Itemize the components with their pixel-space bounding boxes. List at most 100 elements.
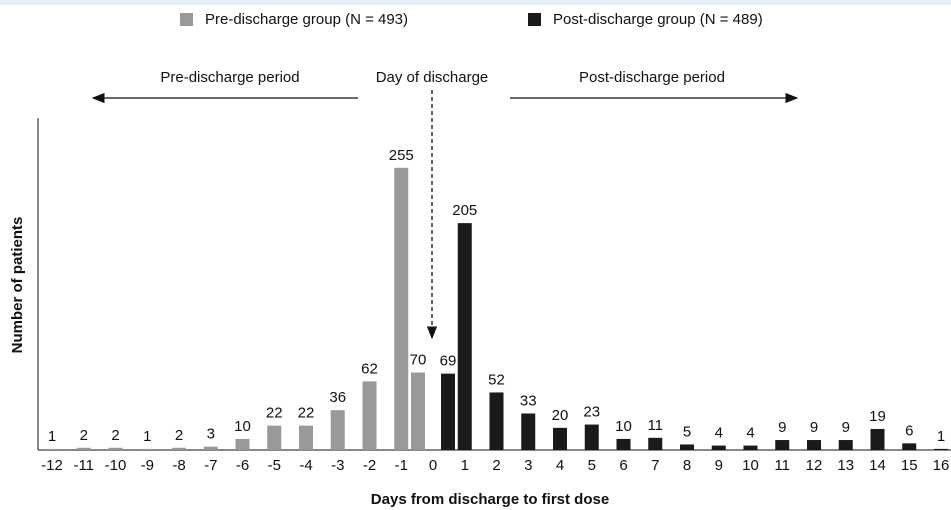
value-label: 6 — [905, 422, 913, 439]
value-label: 62 — [361, 360, 378, 377]
bar — [743, 445, 758, 450]
x-tick-label: 3 — [524, 457, 532, 474]
value-label: 69 — [440, 353, 457, 370]
bar — [775, 440, 790, 450]
x-tick-label: 5 — [588, 457, 596, 474]
value-label: 22 — [298, 405, 315, 422]
value-label: 9 — [778, 419, 786, 436]
bar — [441, 373, 455, 450]
bar — [680, 444, 694, 450]
x-tick-label: -8 — [172, 457, 185, 474]
x-tick-label: -9 — [141, 457, 154, 474]
value-label: 20 — [552, 407, 569, 424]
value-label: 1 — [143, 428, 151, 445]
bar — [553, 427, 567, 450]
x-axis-title: Days from discharge to first dose — [371, 491, 609, 508]
x-tick-label: 16 — [933, 457, 950, 474]
bar — [934, 448, 948, 450]
bar — [267, 425, 282, 450]
bar — [521, 413, 536, 450]
value-label: 11 — [647, 417, 663, 434]
value-label: 33 — [520, 392, 537, 409]
x-tick-label: 2 — [492, 457, 500, 474]
bar — [838, 440, 853, 450]
value-label: 10 — [615, 418, 632, 435]
bar — [648, 437, 663, 450]
x-tick-label: -12 — [41, 457, 63, 474]
value-label: 255 — [389, 147, 414, 164]
x-tick-label: 6 — [619, 457, 627, 474]
bar — [235, 438, 250, 450]
value-label: 23 — [583, 404, 600, 421]
value-label: 36 — [329, 389, 346, 406]
value-label: 52 — [488, 371, 505, 388]
x-tick-label: -2 — [363, 457, 376, 474]
x-tick-label: 9 — [715, 457, 723, 474]
value-label: 2 — [80, 427, 88, 444]
legend-swatch — [528, 13, 541, 26]
value-label: 70 — [410, 352, 427, 369]
x-tick-label: 10 — [742, 457, 759, 474]
x-tick-label: 0 — [429, 457, 437, 474]
bar — [584, 424, 599, 450]
bar — [870, 428, 885, 450]
value-label: 9 — [842, 419, 850, 436]
value-label: 22 — [266, 405, 283, 422]
x-tick-label: 1 — [461, 457, 469, 474]
annotation: Day of discharge — [376, 69, 489, 86]
value-label: 1 — [48, 428, 56, 445]
value-label: 2 — [175, 427, 183, 444]
x-tick-label: 13 — [837, 457, 854, 474]
value-label: 19 — [869, 408, 886, 425]
bar — [362, 381, 377, 450]
annotation: Post-discharge period — [579, 69, 725, 86]
bar — [711, 445, 726, 450]
bar — [411, 372, 425, 450]
legend-label: Post-discharge group (N = 489) — [553, 11, 763, 28]
value-label: 10 — [234, 418, 251, 435]
x-tick-label: -5 — [268, 457, 281, 474]
x-tick-label: -11 — [73, 457, 94, 474]
bar — [108, 447, 123, 450]
value-label: 205 — [452, 202, 477, 219]
value-label: 9 — [810, 419, 818, 436]
x-tick-label: 11 — [774, 457, 790, 474]
x-tick-label: -6 — [236, 457, 249, 474]
annotation: Pre-discharge period — [160, 69, 299, 86]
top-strip — [0, 0, 951, 5]
x-tick-label: 15 — [901, 457, 918, 474]
value-label: 4 — [715, 425, 723, 442]
bar — [457, 223, 472, 450]
value-label: 4 — [746, 425, 754, 442]
x-tick-label: 8 — [683, 457, 691, 474]
value-label: 1 — [937, 428, 945, 445]
x-tick-label: 12 — [806, 457, 823, 474]
bar — [489, 392, 504, 450]
x-tick-label: 14 — [869, 457, 886, 474]
x-tick-label: 4 — [556, 457, 564, 474]
value-label: 5 — [683, 423, 691, 440]
bar — [330, 410, 345, 450]
bar — [45, 448, 59, 450]
y-axis-title: Number of patients — [9, 217, 26, 354]
x-tick-label: -7 — [204, 457, 217, 474]
bar — [76, 447, 91, 450]
x-tick-label: -10 — [105, 457, 127, 474]
bar — [140, 448, 155, 450]
bar — [299, 425, 313, 450]
bar — [902, 443, 917, 450]
value-label: 2 — [111, 427, 119, 444]
bar — [616, 438, 631, 450]
bar — [807, 440, 821, 450]
value-label: 3 — [207, 426, 215, 443]
x-tick-label: -4 — [299, 457, 312, 474]
x-tick-label: -3 — [331, 457, 344, 474]
bar — [172, 447, 186, 450]
bar — [394, 167, 409, 451]
x-tick-label: 7 — [651, 457, 659, 474]
bar — [203, 446, 218, 450]
legend-label: Pre-discharge group (N = 493) — [205, 11, 408, 28]
legend-swatch — [180, 13, 193, 26]
x-tick-label: -1 — [395, 457, 408, 474]
